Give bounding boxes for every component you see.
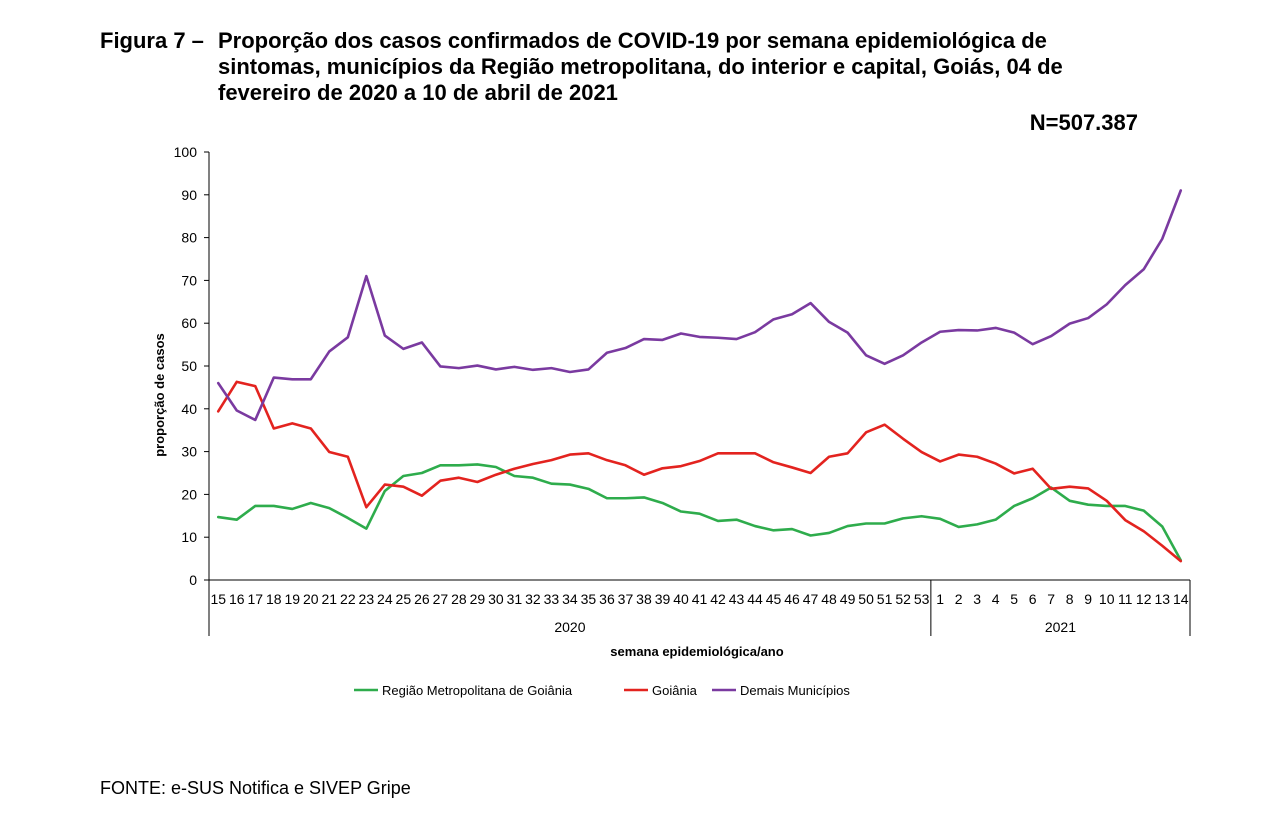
x-tick-label: 16	[229, 591, 245, 607]
source-note: FONTE: e-SUS Notifica e SIVEP Gripe	[100, 778, 411, 798]
chart-series	[216, 189, 1183, 563]
y-tick-label: 30	[181, 444, 197, 460]
series-line	[216, 463, 1183, 562]
series-line	[216, 380, 1183, 563]
y-tick-label: 20	[181, 486, 197, 502]
x-tick-label: 11	[1118, 591, 1133, 607]
x-tick-label: 5	[1010, 591, 1018, 607]
x-tick-label: 14	[1173, 591, 1189, 607]
x-tick-label: 48	[821, 591, 837, 607]
x-tick-label: 32	[525, 591, 541, 607]
x-tick-label: 18	[266, 591, 282, 607]
y-axis-ticks: 0 10 20 30 40 50 60 70 80 90 100	[174, 144, 209, 588]
x-tick-label: 28	[451, 591, 467, 607]
x-axis-label: semana epidemiológica/ano	[610, 644, 783, 659]
x-tick-label: 17	[247, 591, 263, 607]
x-tick-label: 19	[285, 591, 301, 607]
x-tick-label: 44	[747, 591, 763, 607]
figure-label: Figura 7 –	[100, 28, 204, 53]
legend-label: Região Metropolitana de Goiânia	[382, 683, 573, 698]
x-tick-label: 39	[655, 591, 671, 607]
x-tick-label: 4	[992, 591, 1000, 607]
legend-label: Goiânia	[652, 683, 698, 698]
x-axis-ticks: 15 16 17 18 19 20 21 22 23 24 25 26 27 28 29 30 31 32 33 34…	[210, 591, 1188, 607]
x-tick-label: 8	[1066, 591, 1074, 607]
x-tick-label: 36	[599, 591, 615, 607]
x-tick-label: 24	[377, 591, 393, 607]
x-tick-label: 3	[973, 591, 981, 607]
x-tick-label: 38	[636, 591, 652, 607]
x-tick-label: 43	[729, 591, 745, 607]
x-tick-label: 41	[692, 591, 708, 607]
x-tick-label: 22	[340, 591, 356, 607]
x-tick-label: 9	[1084, 591, 1092, 607]
x-tick-label: 30	[488, 591, 504, 607]
x-tick-label: 47	[803, 591, 819, 607]
x-tick-label: 2	[955, 591, 963, 607]
y-tick-label: 60	[181, 315, 197, 331]
y-tick-label: 90	[181, 187, 197, 203]
x-tick-label: 45	[766, 591, 782, 607]
x-tick-label: 42	[710, 591, 726, 607]
y-tick-label: 100	[174, 144, 198, 160]
x-tick-label: 13	[1154, 591, 1170, 607]
y-tick-label: 40	[181, 401, 197, 417]
x-tick-label: 52	[895, 591, 911, 607]
x-tick-label: 40	[673, 591, 689, 607]
year-group-labels: 2020 2021	[208, 580, 1191, 636]
x-tick-label: 50	[858, 591, 874, 607]
x-tick-label: 10	[1099, 591, 1115, 607]
sample-size-label: N=507.387	[1029, 110, 1138, 135]
x-tick-label: 1	[936, 591, 944, 607]
y-tick-label: 80	[181, 230, 197, 246]
x-tick-label: 29	[470, 591, 486, 607]
x-tick-label: 35	[581, 591, 597, 607]
x-tick-label: 53	[914, 591, 930, 607]
x-tick-label: 23	[359, 591, 375, 607]
legend-label: Demais Municípios	[740, 683, 850, 698]
y-tick-label: 70	[181, 272, 197, 288]
x-tick-label: 31	[507, 591, 523, 607]
chart-axes	[208, 152, 1190, 581]
x-tick-label: 21	[322, 591, 338, 607]
x-tick-label: 33	[544, 591, 560, 607]
figure-title: Proporção dos casos confirmados de COVID…	[218, 28, 1063, 105]
x-tick-label: 15	[210, 591, 226, 607]
x-tick-label: 7	[1047, 591, 1055, 607]
x-tick-label: 12	[1136, 591, 1152, 607]
x-tick-label: 51	[877, 591, 893, 607]
year-label: 2021	[1045, 619, 1076, 635]
series-line	[216, 189, 1183, 422]
x-tick-label: 49	[840, 591, 856, 607]
y-tick-label: 10	[181, 529, 197, 545]
x-tick-label: 25	[396, 591, 412, 607]
x-tick-label: 20	[303, 591, 319, 607]
x-tick-label: 37	[618, 591, 634, 607]
x-tick-label: 27	[433, 591, 449, 607]
y-tick-label: 50	[181, 358, 197, 374]
x-tick-label: 26	[414, 591, 430, 607]
chart-legend: Região Metropolitana de Goiânia Goiânia De…	[354, 683, 850, 698]
y-axis-label: proporção de casos	[152, 333, 167, 457]
x-tick-label: 46	[784, 591, 800, 607]
y-tick-label: 0	[189, 572, 197, 588]
year-label: 2020	[554, 619, 585, 635]
x-tick-label: 34	[562, 591, 578, 607]
x-tick-label: 6	[1029, 591, 1037, 607]
